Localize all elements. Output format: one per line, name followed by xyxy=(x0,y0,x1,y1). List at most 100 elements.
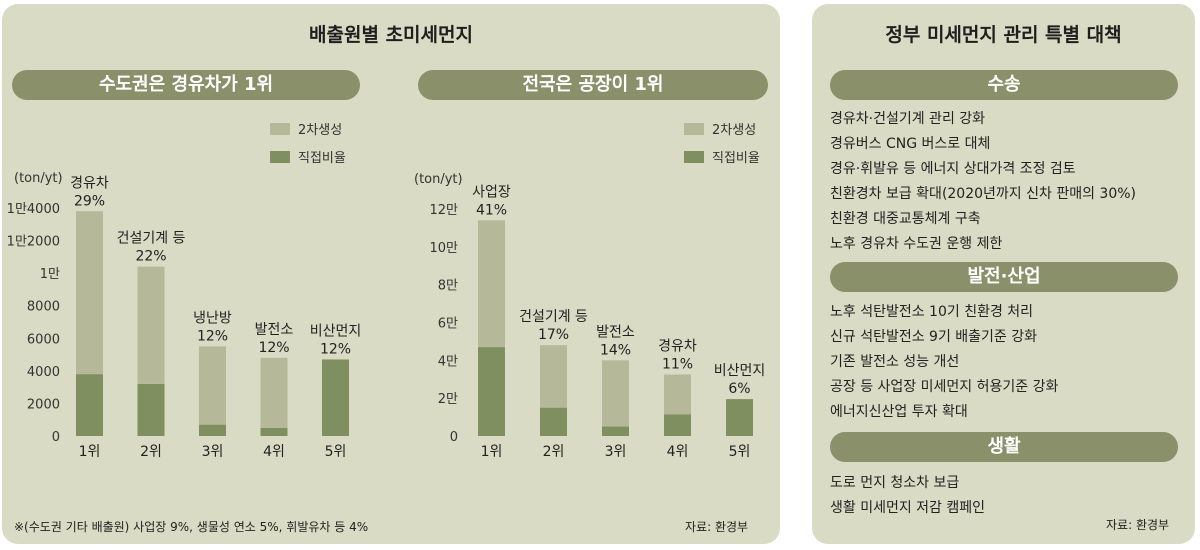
x-tick-label: 3위 xyxy=(202,444,224,460)
y-tick-label: 6만 xyxy=(438,317,458,332)
chart2-title-pill: 전국은 공장이 1위 xyxy=(418,70,768,100)
list-item: 경유·휘발유 등 에너지 상대가격 조정 검토 xyxy=(830,161,1076,177)
left-source: 자료: 환경부 xyxy=(685,520,749,534)
bar-direct xyxy=(540,407,567,436)
list-item: 경유버스 CNG 버스로 대체 xyxy=(830,136,991,152)
bar-secondary xyxy=(664,374,691,415)
legend-swatch-direct xyxy=(684,151,704,163)
right-panel: 정부 미세먼지 관리 특별 대책 수송 경유차·건설기계 관리 강화 경유버스 … xyxy=(812,4,1195,544)
x-tick-label: 4위 xyxy=(667,444,689,460)
y-tick-label: 2000 xyxy=(27,397,60,412)
list-item: 친환경차 보급 확대(2020년까지 신차 판매의 30%) xyxy=(830,186,1136,202)
bar-percent-label: 12% xyxy=(258,340,289,356)
y-tick-label: 2만 xyxy=(438,392,458,407)
section-header-living: 생활 xyxy=(830,432,1178,462)
y-tick-label: 4만 xyxy=(438,354,458,369)
list-item: 경유차·건설기계 관리 강화 xyxy=(830,111,986,127)
bar-name-label: 냉난방 xyxy=(193,310,232,326)
list-item: 친환경 대중교통체계 구축 xyxy=(830,211,981,227)
bar-name-label: 비산먼지 xyxy=(714,363,766,379)
bar-direct xyxy=(602,426,629,436)
section-header-power-industry: 발전·산업 xyxy=(830,262,1178,292)
list-item: 기존 발전소 성능 개선 xyxy=(830,354,960,370)
x-tick-label: 3위 xyxy=(605,444,627,460)
left-panel-title: 배출원별 초미세먼지 xyxy=(309,24,473,46)
bar-name-label: 발전소 xyxy=(596,324,635,340)
y-tick-label: 8만 xyxy=(438,279,458,294)
bar-percent-label: 11% xyxy=(662,357,693,373)
bar-percent-label: 41% xyxy=(476,202,507,218)
bar-direct xyxy=(478,347,505,436)
legend-label: 2차생성 xyxy=(298,123,342,138)
y-axis-unit-label: (ton/yt) xyxy=(14,171,63,186)
list-item: 공장 등 사업장 미세먼지 허용기준 강화 xyxy=(830,379,1059,395)
bar-direct xyxy=(664,414,691,436)
chart1: (ton/yt) 0 2000 4000 6000 8000 1만 1만2000 1만4000 2… xyxy=(7,123,362,460)
x-tick-label: 2위 xyxy=(543,444,565,460)
footnote: ※(수도권 기타 배출원) 사업장 9%, 생물성 연소 5%, 휘발유차 등 … xyxy=(14,520,369,534)
bar-name-label: 건설기계 등 xyxy=(117,231,186,247)
bar-percent-label: 29% xyxy=(74,193,105,209)
bar-percent-label: 22% xyxy=(135,249,166,265)
bar-direct xyxy=(322,359,349,436)
bar-percent-label: 14% xyxy=(600,342,631,358)
bar-name-label: 비산먼지 xyxy=(310,323,362,339)
bar-secondary xyxy=(540,345,567,408)
bar-name-label: 건설기계 등 xyxy=(519,309,588,325)
x-tick-label: 5위 xyxy=(729,444,751,460)
y-tick-label: 1만4000 xyxy=(7,202,60,217)
list-item: 도로 먼지 청소차 보급 xyxy=(830,475,960,491)
section-header-transport: 수송 xyxy=(830,70,1178,100)
y-axis-unit-label: (ton/yt) xyxy=(414,172,463,187)
x-tick-label: 1위 xyxy=(79,444,101,460)
legend-label: 2차생성 xyxy=(712,123,756,138)
bar-direct xyxy=(726,399,753,436)
y-tick-label: 6000 xyxy=(27,332,60,347)
bar-secondary xyxy=(137,266,165,384)
x-tick-label: 5위 xyxy=(325,444,347,460)
bar-secondary xyxy=(602,360,629,427)
legend-swatch-secondary xyxy=(684,123,704,135)
right-panel-title: 정부 미세먼지 관리 특별 대책 xyxy=(885,24,1122,46)
bar-direct xyxy=(260,427,288,436)
bar-secondary xyxy=(478,220,505,348)
y-tick-label: 1만2000 xyxy=(7,235,60,250)
bar-direct xyxy=(76,374,103,436)
chart1-title-pill: 수도권은 경유차가 1위 xyxy=(12,70,360,100)
bar-direct xyxy=(137,383,165,436)
y-tick-label: 4000 xyxy=(27,365,60,380)
y-tick-label: 10만 xyxy=(429,241,458,256)
bar-secondary xyxy=(76,211,103,375)
bar-percent-label: 12% xyxy=(320,341,351,357)
list-item: 에너지신산업 투자 확대 xyxy=(830,404,968,420)
legend-swatch-secondary xyxy=(270,123,290,135)
right-source: 자료: 환경부 xyxy=(1106,518,1170,532)
bar-percent-label: 17% xyxy=(538,327,569,343)
legend-label: 직접비율 xyxy=(298,151,346,166)
bar-name-label: 사업장 xyxy=(472,184,511,200)
y-tick-label: 1만 xyxy=(40,267,60,282)
bar-percent-label: 6% xyxy=(728,381,750,397)
bar-percent-label: 12% xyxy=(197,328,228,344)
list-item: 노후 경유차 수도권 운행 제한 xyxy=(830,236,1003,252)
list-item: 신규 석탄발전소 9기 배출기준 강화 xyxy=(830,329,1038,345)
list-item: 생활 미세먼지 저감 캠페인 xyxy=(830,500,986,516)
y-tick-label: 12만 xyxy=(429,203,458,218)
bar-secondary xyxy=(199,346,226,425)
legend-swatch-direct xyxy=(270,151,290,163)
bar-name-label: 경유차 xyxy=(658,339,697,355)
x-tick-label: 1위 xyxy=(481,444,503,460)
x-tick-label: 4위 xyxy=(263,444,285,460)
bar-secondary xyxy=(260,357,288,428)
list-item: 노후 석탄발전소 10기 친환경 처리 xyxy=(830,304,1034,320)
y-tick-label: 0 xyxy=(52,430,60,445)
y-tick-label: 0 xyxy=(450,430,458,445)
left-panel: 배출원별 초미세먼지 수도권은 경유차가 1위 전국은 공장이 1위 (ton/… xyxy=(2,4,780,544)
bar-direct xyxy=(199,424,226,436)
x-tick-label: 2위 xyxy=(140,444,162,460)
y-tick-label: 8000 xyxy=(27,300,60,315)
bar-name-label: 발전소 xyxy=(255,322,294,338)
bar-name-label: 경유차 xyxy=(70,175,109,191)
legend-label: 직접비율 xyxy=(712,151,760,166)
